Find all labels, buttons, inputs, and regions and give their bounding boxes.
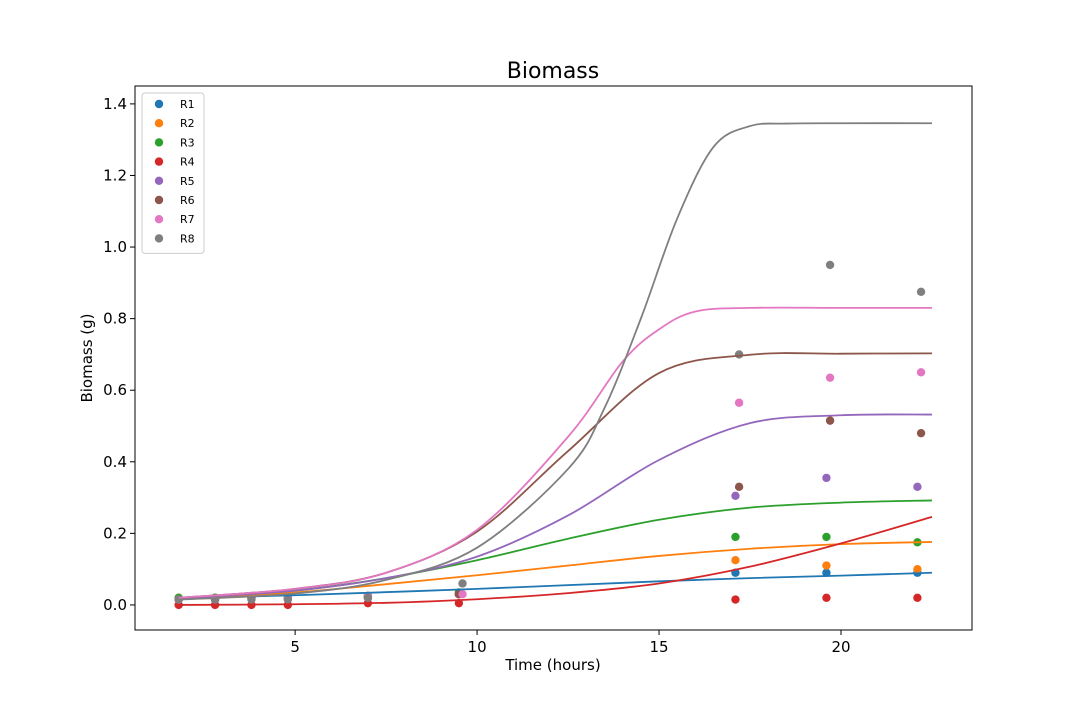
data-point-r6 — [916, 428, 926, 438]
data-point-r2 — [913, 564, 922, 574]
data-point-r7 — [825, 373, 835, 382]
fit-line-r8 — [178, 122, 932, 601]
data-point-r5 — [731, 491, 740, 500]
legend-label-r1: R1 — [180, 98, 195, 111]
data-point-r3 — [731, 532, 740, 542]
legend-label-r4: R4 — [180, 156, 195, 169]
fit-line-r1 — [178, 571, 932, 600]
data-point-r7 — [458, 590, 467, 599]
data-point-r1 — [822, 568, 831, 577]
y-tick-label: 1.4 — [103, 95, 127, 113]
data-point-r2 — [822, 561, 831, 570]
data-point-r6 — [825, 416, 835, 425]
data-point-r2 — [731, 556, 740, 565]
legend-marker-r8 — [154, 234, 164, 243]
legend-label-r6: R6 — [180, 194, 195, 207]
y-tick-label: 0.0 — [103, 596, 127, 614]
legend-label-r8: R8 — [180, 232, 195, 245]
x-tick-label: 15 — [649, 638, 668, 656]
fit-line-r5 — [178, 413, 932, 600]
y-axis-label: Biomass (g) — [78, 313, 96, 402]
legend-marker-r4 — [154, 157, 164, 166]
data-point-r8 — [283, 595, 293, 604]
data-point-r7 — [916, 368, 926, 377]
data-point-r8 — [363, 593, 373, 602]
plot-area — [174, 122, 933, 610]
fit-line-r7 — [178, 306, 932, 599]
x-tick-label: 10 — [468, 638, 487, 656]
legend-label-r5: R5 — [180, 175, 195, 188]
data-point-r8 — [247, 595, 256, 604]
data-point-r4 — [731, 595, 740, 604]
legend: R1 R2 R3 R4 R5 R6 R7 R8 — [141, 92, 205, 254]
fit-line-r4 — [178, 516, 933, 606]
chart-title: Biomass — [507, 59, 600, 84]
data-point-r8 — [825, 260, 835, 270]
legend-label-r7: R7 — [180, 213, 195, 226]
y-tick-label: 0.6 — [103, 381, 127, 399]
legend-marker-r1 — [154, 99, 164, 109]
data-point-r5 — [822, 473, 831, 483]
data-point-r4 — [822, 593, 831, 602]
axis-ticks: 5 10 15 20 0.0 0.2 0.4 0.6 0.8 1.0 1.2 1.4 — [103, 95, 850, 656]
legend-box — [141, 92, 205, 254]
legend-marker-r2 — [154, 119, 164, 128]
data-point-r8 — [916, 287, 926, 296]
plot-frame — [134, 85, 973, 631]
data-point-r4 — [913, 593, 922, 602]
x-axis-label: Time (hours) — [504, 656, 600, 674]
x-tick-label: 5 — [290, 638, 300, 656]
data-point-r6 — [734, 482, 744, 492]
y-tick-label: 1.2 — [103, 166, 127, 184]
x-tick-label: 20 — [831, 638, 850, 656]
legend-marker-r5 — [154, 176, 164, 185]
data-point-r8 — [458, 579, 467, 588]
y-tick-label: 0.2 — [103, 524, 127, 542]
data-point-r7 — [734, 398, 744, 407]
data-point-r5 — [913, 482, 922, 492]
data-point-r8 — [734, 350, 744, 359]
legend-marker-r6 — [154, 195, 164, 205]
y-tick-label: 1.0 — [103, 238, 127, 256]
legend-marker-r7 — [154, 215, 164, 224]
y-tick-label: 0.4 — [103, 453, 127, 471]
data-point-r3 — [822, 532, 831, 542]
legend-marker-r3 — [154, 138, 164, 147]
y-tick-label: 0.8 — [103, 310, 127, 328]
legend-label-r2: R2 — [180, 117, 195, 130]
legend-label-r3: R3 — [180, 136, 195, 149]
